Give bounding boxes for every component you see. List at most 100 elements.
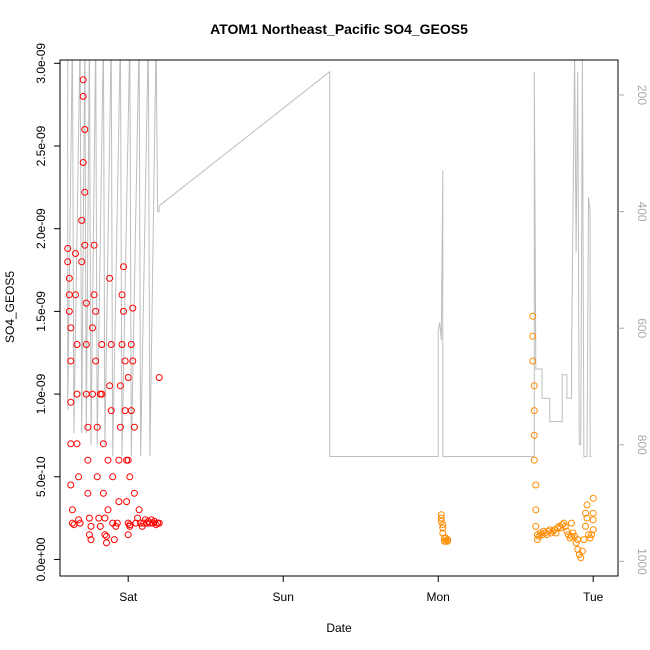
data-point-series-2: [529, 312, 537, 320]
data-point-series-1: [116, 382, 124, 390]
data-point-series-1: [104, 506, 112, 514]
data-point-series-1: [134, 514, 141, 522]
data-point-series-1: [68, 519, 76, 527]
data-point-series-1: [90, 241, 98, 249]
data-point-series-1: [126, 473, 134, 481]
data-point-series-1: [87, 522, 95, 530]
data-point-series-1: [85, 514, 93, 522]
data-point-series-2: [437, 514, 445, 522]
data-point-series-2: [580, 536, 588, 544]
data-point-series-1: [126, 521, 134, 529]
data-point-series-1: [106, 274, 114, 282]
data-point-series-2: [583, 514, 591, 522]
secondary-series-layer: [67, 60, 592, 457]
data-point-series-1: [107, 341, 115, 348]
data-point-series-1: [75, 516, 83, 524]
data-point-series-1: [87, 536, 95, 544]
data-point-series-1: [116, 423, 124, 431]
x-tick-label: Sun: [273, 590, 294, 604]
data-point-series-1: [92, 357, 100, 365]
data-point-series-1: [84, 423, 92, 431]
data-point-series-2: [530, 456, 538, 464]
data-points-layer: [64, 76, 597, 562]
data-point-series-1: [115, 498, 123, 506]
data-point-series-1: [89, 324, 96, 332]
data-point-series-1: [72, 250, 79, 257]
data-point-series-1: [118, 291, 126, 299]
data-point-series-1: [115, 456, 123, 464]
data-point-series-2: [574, 546, 582, 553]
data-point-series-1: [64, 245, 72, 252]
data-point-series-1: [78, 258, 86, 266]
data-point-series-1: [103, 539, 110, 547]
data-point-series-2: [554, 524, 561, 532]
y2-tick-label: 800: [635, 435, 649, 455]
data-point-series-1: [96, 522, 104, 530]
data-point-series-1: [120, 307, 127, 315]
data-point-series-2: [529, 357, 537, 365]
data-point-series-1: [67, 481, 75, 489]
data-point-series-1: [99, 440, 107, 448]
data-point-series-1: [130, 423, 138, 431]
y-tick-label: 2.0e-09: [34, 208, 48, 249]
y-tick-label: 0.0e+00: [34, 537, 48, 581]
y2-tick-label: 200: [635, 85, 649, 105]
data-point-series-1: [65, 274, 73, 282]
data-point-series-2: [589, 494, 597, 502]
data-point-series-1: [118, 341, 126, 348]
data-point-series-1: [92, 307, 100, 315]
data-point-series-1: [104, 456, 112, 464]
data-point-series-2: [582, 509, 589, 517]
data-point-series-1: [135, 506, 143, 514]
data-point-series-2: [532, 481, 540, 489]
chart-title: ATOM1 Northeast_Pacific SO4_GEOS5: [210, 21, 468, 37]
data-point-series-1: [68, 506, 76, 514]
data-point-series-2: [439, 529, 447, 537]
x-axis-label: Date: [326, 621, 352, 635]
data-point-series-1: [155, 374, 163, 381]
data-point-series-1: [101, 514, 109, 522]
data-point-series-1: [106, 382, 114, 390]
data-point-series-1: [113, 519, 121, 527]
data-point-series-2: [530, 431, 538, 439]
data-point-series-2: [569, 529, 577, 537]
data-point-series-1: [93, 473, 101, 481]
data-point-series-2: [583, 501, 591, 509]
data-point-series-2: [588, 531, 596, 539]
data-point-series-1: [112, 522, 120, 530]
y-tick-label: 3.0e-09: [34, 43, 48, 84]
data-point-series-2: [568, 519, 575, 527]
data-point-series-2: [589, 526, 597, 534]
data-point-series-1: [70, 521, 78, 529]
data-point-series-1: [107, 407, 115, 415]
data-point-series-1: [98, 341, 106, 348]
data-point-series-2: [532, 506, 540, 514]
data-point-series-1: [73, 341, 81, 348]
data-point-series-2: [566, 534, 574, 542]
x-tick-label: Mon: [427, 590, 450, 604]
data-point-series-1: [65, 307, 73, 315]
data-point-series-2: [568, 532, 575, 540]
y-tick-label: 1.0e-09: [34, 373, 48, 414]
y2-tick-label: 400: [635, 202, 649, 222]
data-point-series-1: [124, 531, 132, 539]
data-point-series-1: [124, 374, 132, 381]
data-point-series-1: [79, 92, 87, 100]
data-point-series-2: [574, 536, 582, 544]
data-point-series-1: [123, 498, 131, 506]
data-point-series-2: [533, 536, 541, 544]
data-point-series-2: [578, 547, 586, 555]
data-point-series-2: [589, 516, 597, 524]
data-point-series-1: [155, 519, 163, 527]
data-point-series-1: [84, 456, 92, 464]
y-tick-label: 5.0e-10: [34, 456, 48, 497]
data-point-series-1: [72, 291, 79, 299]
data-point-series-1: [124, 519, 132, 527]
data-point-series-1: [67, 440, 75, 448]
data-point-series-1: [82, 299, 90, 307]
data-point-series-2: [552, 529, 560, 537]
data-point-series-2: [439, 524, 447, 532]
data-point-series-1: [81, 241, 89, 249]
data-point-series-1: [79, 76, 87, 84]
